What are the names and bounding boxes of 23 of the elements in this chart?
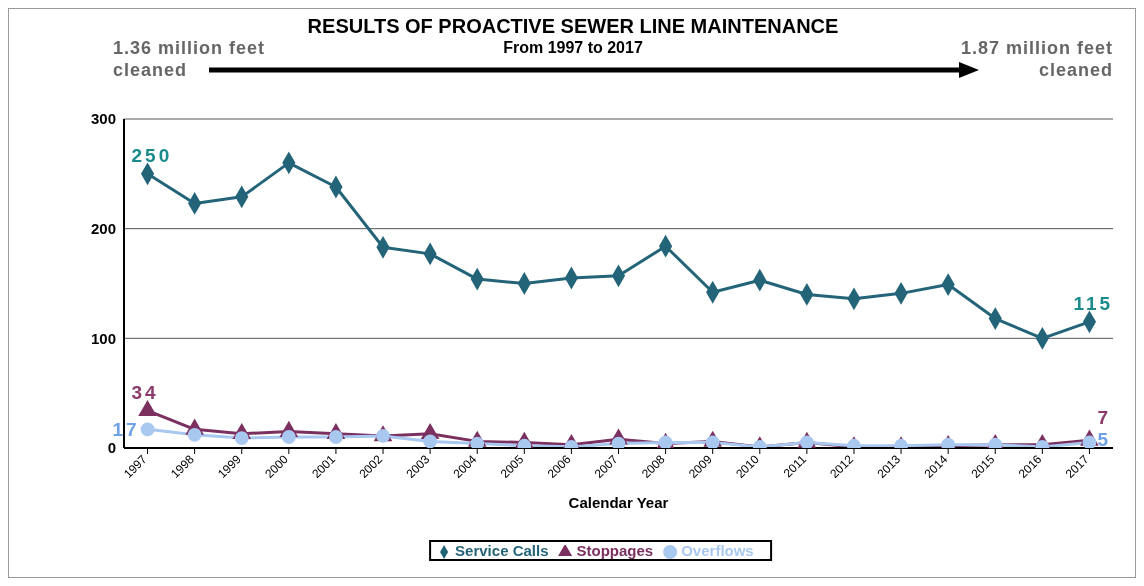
point — [1082, 435, 1097, 448]
data-label: 250 — [131, 144, 173, 166]
y-tick-label: 300 — [90, 110, 116, 128]
chart-subtitle: From 1997 to 2017 — [503, 39, 643, 56]
point — [470, 436, 485, 448]
y-tick-label: 200 — [90, 219, 116, 237]
data-label: 34 — [131, 381, 159, 403]
data-label: 7 — [1097, 407, 1112, 429]
legend-label: Stoppages — [576, 541, 654, 559]
text: 1.87 million feet cleaned — [959, 37, 1113, 81]
y-tick-label: 0 — [107, 439, 116, 457]
data-label: 115 — [1073, 292, 1114, 314]
legend-label: Overflows — [681, 541, 754, 559]
point — [799, 435, 814, 448]
point — [138, 399, 157, 417]
y-tick-label: 100 — [90, 329, 116, 347]
legend-label: Service Calls — [455, 541, 549, 559]
x-axis-title: Calendar Year — [568, 493, 669, 511]
chart-title: RESULTS OF PROACTIVE SEWER LINE MAINTENANCE — [306, 15, 840, 38]
text: 1.36 million feet cleaned — [113, 37, 267, 81]
data-label: 5 — [1097, 429, 1112, 451]
point — [705, 435, 720, 448]
point — [611, 436, 626, 448]
